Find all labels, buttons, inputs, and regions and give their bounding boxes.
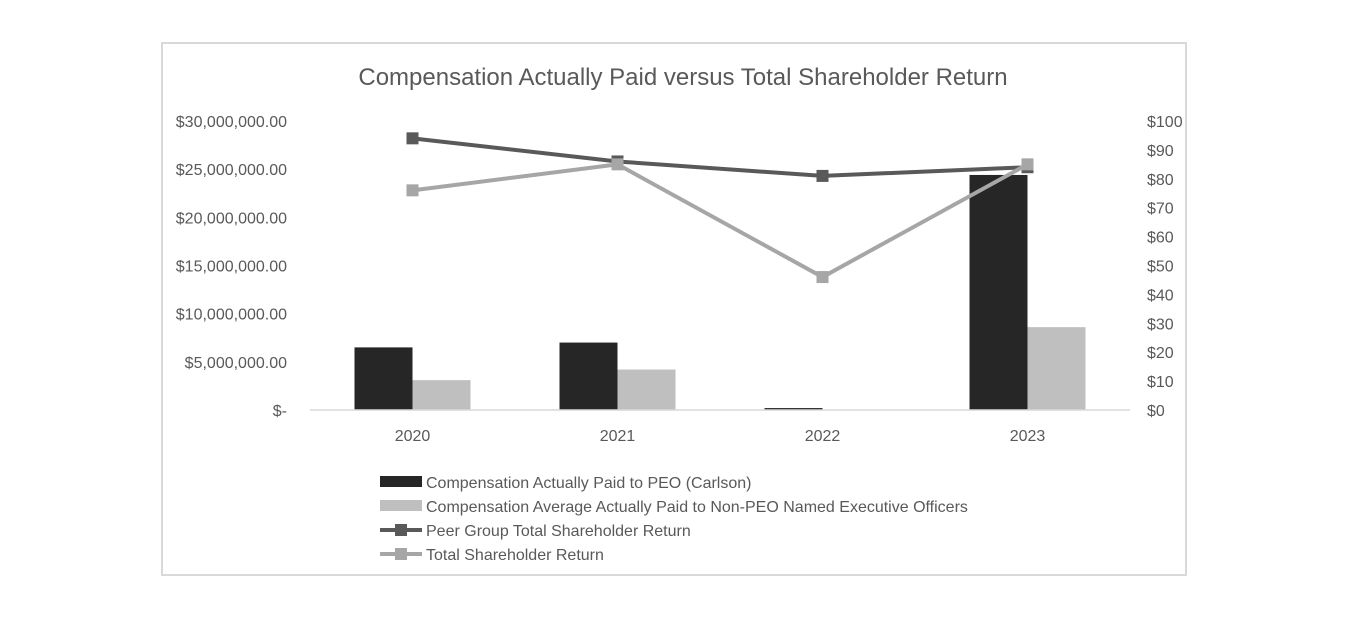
right-tick-label: $80 — [1147, 172, 1174, 189]
left-tick-label: $30,000,000.00 — [176, 114, 287, 131]
right-tick-label: $60 — [1147, 230, 1174, 247]
right-tick-label: $40 — [1147, 287, 1174, 304]
left-tick-label: $15,000,000.00 — [176, 259, 287, 276]
bar-peo-2021 — [559, 342, 618, 410]
lines-group — [406, 132, 1034, 284]
legend-swatch-marker-3 — [395, 548, 407, 560]
left-tick-label: $10,000,000.00 — [176, 307, 287, 324]
line-point-3-2020 — [406, 184, 419, 197]
chart-title: Compensation Actually Paid versus Total … — [358, 64, 1007, 91]
left-tick-label: $25,000,000.00 — [176, 162, 287, 179]
line-series-2 — [412, 136, 1028, 178]
bar-peo-2020 — [354, 347, 413, 410]
line-series-3 — [412, 162, 1029, 280]
right-tick-label: $90 — [1147, 143, 1174, 160]
legend-label: Total Shareholder Return — [426, 547, 604, 564]
legend-label: Compensation Actually Paid to PEO (Carls… — [426, 475, 751, 492]
legend-swatch-marker-2 — [395, 524, 407, 536]
line-point-2-2020 — [406, 132, 419, 145]
right-tick-label: $10 — [1147, 374, 1174, 391]
right-tick-label: $50 — [1147, 259, 1174, 276]
bar-neo-2021 — [617, 369, 676, 410]
right-tick-label: $30 — [1147, 316, 1174, 333]
bar-peo-2022 — [764, 408, 823, 410]
right-tick-label: $70 — [1147, 201, 1174, 218]
bars-group — [354, 174, 1086, 410]
bar-neo-2023 — [1027, 327, 1086, 410]
line-point-3-2021 — [611, 158, 624, 171]
x-tick-label: 2022 — [805, 428, 841, 445]
legend-label: Compensation Average Actually Paid to No… — [426, 499, 968, 516]
legend-swatch-bar-1 — [380, 500, 422, 511]
x-tick-label: 2021 — [600, 428, 636, 445]
left-tick-label: $20,000,000.00 — [176, 210, 287, 227]
x-tick-label: 2020 — [395, 428, 431, 445]
left-axis-ticks: $- $5,000,000.00 $10,000,000.00 $15,000,000… — [176, 114, 287, 420]
line-point-3-2022 — [816, 271, 829, 284]
right-tick-label: $0 — [1147, 403, 1165, 420]
x-axis-ticks: 2020 2021 2022 2023 — [395, 428, 1046, 445]
left-tick-label: $- — [273, 403, 287, 420]
right-axis-ticks: $0 $10 $20 $30 $40 $50 $60 $70 $80 $90 $100 — [1147, 114, 1183, 420]
legend-swatch-bar-0 — [380, 476, 422, 487]
left-tick-label: $5,000,000.00 — [185, 355, 287, 372]
x-tick-label: 2023 — [1010, 428, 1046, 445]
legend-label: Peer Group Total Shareholder Return — [426, 523, 691, 540]
right-tick-label: $100 — [1147, 114, 1183, 131]
line-point-3-2023 — [1021, 158, 1034, 171]
line-point-2-2022 — [816, 169, 829, 182]
right-tick-label: $20 — [1147, 345, 1174, 362]
bar-peo-2023 — [969, 174, 1028, 410]
bar-neo-2020 — [412, 380, 471, 410]
legend: Compensation Actually Paid to PEO (Carls… — [380, 475, 968, 564]
